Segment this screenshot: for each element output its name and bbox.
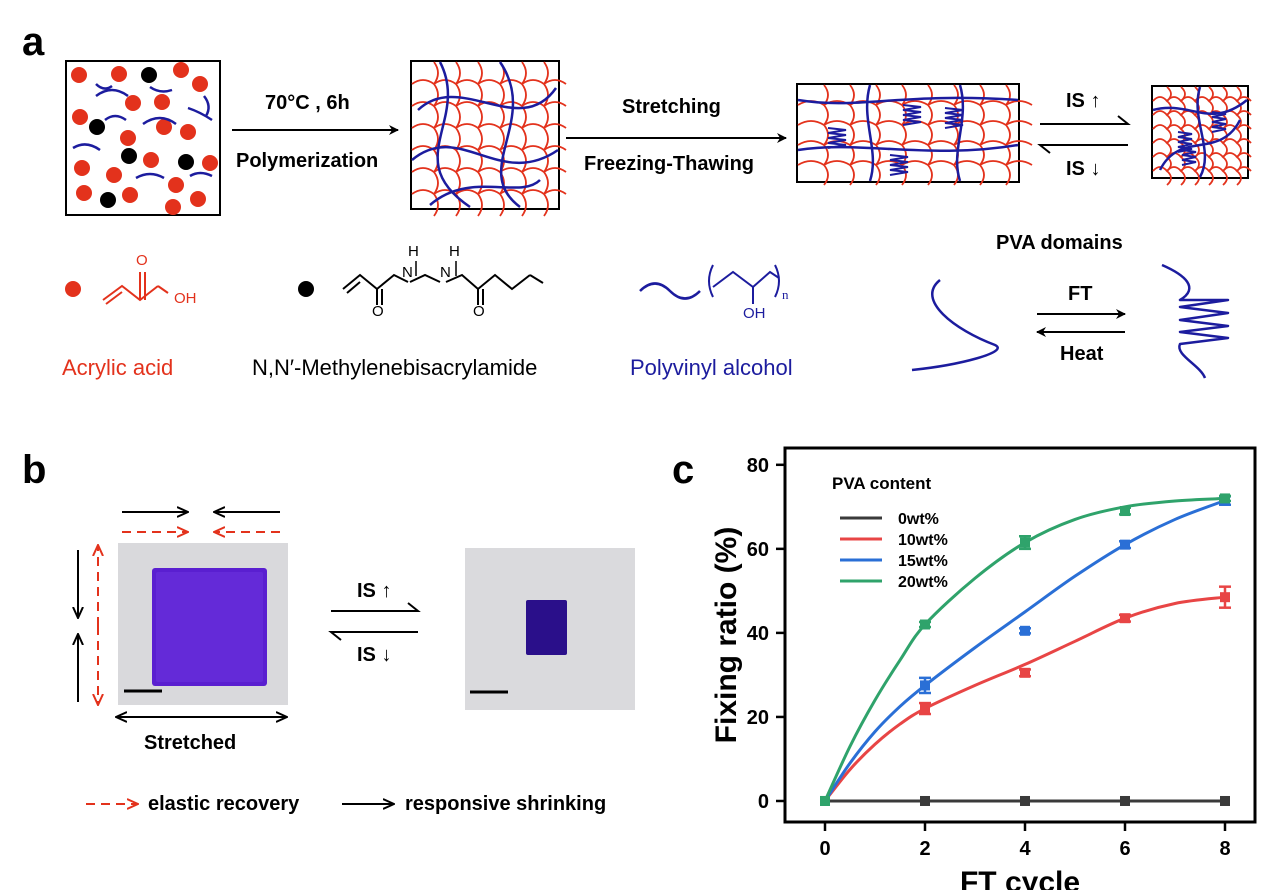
legend-elastic-recovery: elastic recovery xyxy=(148,793,300,815)
stretched-gel-photo xyxy=(118,543,288,705)
b-is-down-label: IS ↓ xyxy=(357,644,391,667)
y-tick-label: 80 xyxy=(747,455,769,477)
data-point xyxy=(920,795,930,806)
legend-title: PVA content xyxy=(832,474,932,493)
chem-n-2: N xyxy=(440,264,451,281)
x-tick-label: 0 xyxy=(819,838,830,860)
stretched-label: Stretched xyxy=(144,732,237,754)
stretching-label: Stretching xyxy=(622,96,721,118)
panel-c-letter: c xyxy=(672,448,695,492)
is-down-label: IS ↓ xyxy=(1066,158,1100,181)
fit-curve-10wt xyxy=(823,595,1226,802)
ft-label: FT xyxy=(1068,283,1093,305)
chem-oh-pva: OH xyxy=(743,305,766,322)
x-tick-label: 8 xyxy=(1219,838,1230,860)
shrunk-gel-photo xyxy=(465,548,635,710)
data-point xyxy=(1220,592,1230,603)
monomer-solution-box xyxy=(65,60,221,216)
arrow-up-icon: ↑ xyxy=(1090,90,1101,112)
heat-label: Heat xyxy=(1060,343,1104,365)
shrunk-network-box xyxy=(1151,85,1252,186)
data-point xyxy=(1220,795,1230,806)
chem-o-1: O xyxy=(372,303,384,320)
x-tick-label: 2 xyxy=(919,838,930,860)
chem-h-1: H xyxy=(408,243,419,260)
legend-responsive-shrinking: responsive shrinking xyxy=(405,793,607,815)
is-equilibrium-arrows xyxy=(1037,115,1131,154)
chem-oh-aa: OH xyxy=(174,290,197,307)
legend-label: 0wt% xyxy=(898,511,939,528)
is-down-text: IS xyxy=(1066,158,1085,180)
data-point xyxy=(920,680,930,691)
y-tick-label: 20 xyxy=(747,707,769,729)
legend-label: 10wt% xyxy=(898,532,948,549)
legend-acrylic-acid: Acrylic acid xyxy=(62,355,174,380)
data-point xyxy=(1120,506,1130,517)
panel-b-letter: b xyxy=(22,448,47,492)
chem-o-2: O xyxy=(473,303,485,320)
chem-n-1: N xyxy=(402,264,413,281)
y-tick-label: 0 xyxy=(758,791,769,813)
y-tick-label: 40 xyxy=(747,623,769,645)
data-point xyxy=(920,619,930,630)
data-point xyxy=(1120,613,1130,624)
data-point xyxy=(920,703,930,714)
arrow-down-icon: ↓ xyxy=(381,644,392,666)
y-tick-label: 60 xyxy=(747,539,769,561)
fit-curve-20wt xyxy=(823,496,1226,802)
panel-a-letter: a xyxy=(22,20,45,64)
is-up-text: IS xyxy=(1066,90,1085,112)
b-is-up-label: IS ↑ xyxy=(357,580,391,603)
arrow-up-icon: ↑ xyxy=(381,580,392,602)
network-box xyxy=(410,60,567,217)
freezing-thawing-label: Freezing-Thawing xyxy=(584,153,754,175)
data-point xyxy=(820,795,830,806)
plot-frame xyxy=(783,446,1257,824)
legend-label: 20wt% xyxy=(898,574,948,591)
chem-o-aa: O xyxy=(136,252,148,269)
is-up-label: IS ↑ xyxy=(1066,90,1100,113)
data-point xyxy=(1020,625,1030,636)
chem-h-2: H xyxy=(449,243,460,260)
x-tick-label: 4 xyxy=(1019,838,1031,860)
fit-curve-15wt xyxy=(823,499,1226,802)
b-is-up-text: IS xyxy=(357,580,376,602)
legend-label: 15wt% xyxy=(898,553,948,570)
pva-domains-diagram xyxy=(911,263,1230,379)
data-point xyxy=(1020,795,1030,806)
condition-label: 70°C , 6h xyxy=(265,92,350,114)
arrow-down-icon: ↓ xyxy=(1090,158,1101,180)
x-axis-title: FT cycle xyxy=(960,866,1080,890)
data-point xyxy=(1120,539,1130,550)
legend-mba: N,N′-Methylenebisacrylamide xyxy=(252,355,538,380)
data-point xyxy=(1120,795,1130,806)
data-point xyxy=(1220,493,1230,504)
stretched-network-box xyxy=(796,83,1033,186)
panel-a-schematic xyxy=(65,60,1252,379)
data-point xyxy=(1020,667,1030,678)
pva-domains-title: PVA domains xyxy=(996,232,1123,254)
acrylic-acid-legend xyxy=(65,272,169,305)
y-axis-title: Fixing ratio (%) xyxy=(710,527,743,744)
data-point xyxy=(1020,537,1030,548)
panel-b-figure xyxy=(0,420,635,894)
polymerization-label: Polymerization xyxy=(236,150,379,172)
mba-legend xyxy=(298,261,544,305)
b-is-down-text: IS xyxy=(357,644,376,666)
chem-subscript-n: n xyxy=(782,287,789,302)
pva-legend xyxy=(639,264,780,304)
x-tick-label: 6 xyxy=(1119,838,1130,860)
legend-pva: Polyvinyl alcohol xyxy=(630,355,793,380)
